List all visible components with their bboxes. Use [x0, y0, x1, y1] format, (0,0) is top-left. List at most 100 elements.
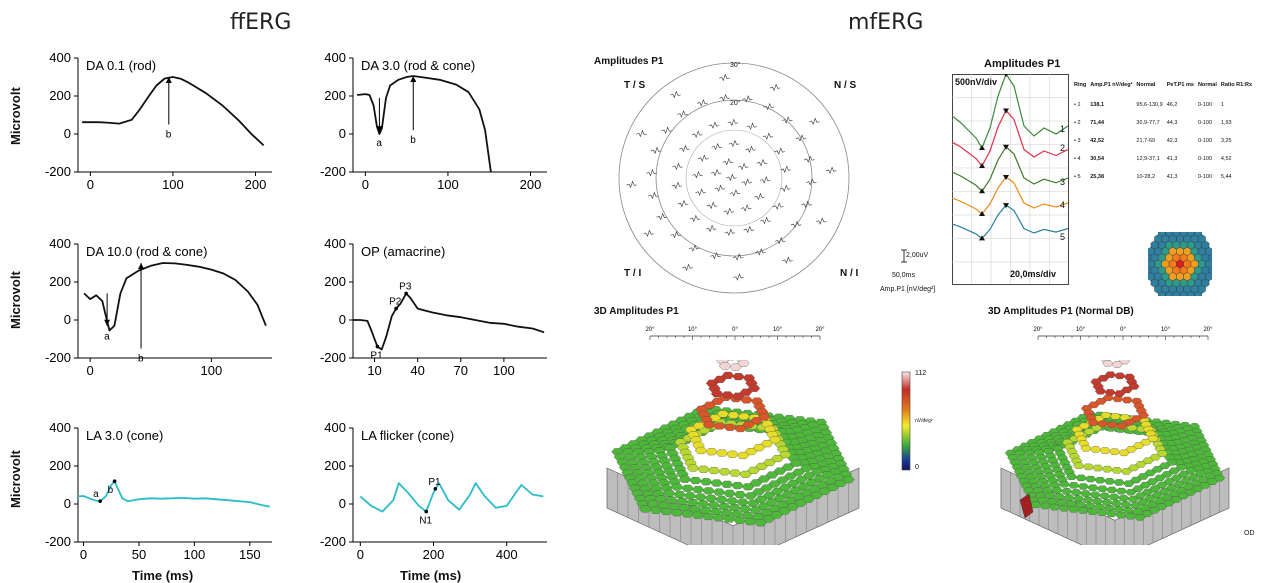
colorbar-max: 112 — [915, 370, 927, 377]
x-tick-label: 0 — [87, 177, 94, 192]
chart-title: OP (amacrine) — [361, 244, 445, 259]
surface-cell — [1080, 490, 1092, 497]
peak-marker — [375, 344, 380, 349]
surface-right — [1000, 360, 1230, 545]
ring-trace — [952, 204, 1069, 240]
traces-title: Amplitudes P1 — [984, 58, 1061, 70]
surface-cell — [1110, 500, 1122, 507]
surface-cell — [1106, 486, 1118, 494]
y-tick-label: 0 — [339, 496, 346, 511]
local-response-trace — [698, 154, 709, 162]
table-cell: • 2 — [1074, 120, 1081, 126]
y-tick-label: 400 — [49, 420, 71, 435]
table-cell: 42,52 — [1090, 138, 1104, 144]
local-response-trace — [781, 116, 793, 124]
y-tick-label: 0 — [339, 126, 346, 141]
x-tick-label: 100 — [437, 177, 459, 192]
x-tick-label: 40 — [410, 363, 424, 378]
surface-cell — [726, 450, 739, 458]
local-response-trace — [763, 102, 775, 111]
chart-title: DA 10.0 (rod & cone) — [86, 244, 207, 259]
surface-cell — [1104, 389, 1116, 396]
local-response-trace — [726, 173, 737, 182]
local-response-trace — [745, 145, 756, 153]
local-response-trace — [708, 121, 720, 129]
x-tick-label: 100 — [162, 177, 184, 192]
surface-cell — [1068, 482, 1080, 489]
peak-marker — [404, 291, 408, 296]
local-response-trace — [643, 229, 654, 238]
table-cell: • 3 — [1074, 138, 1081, 144]
surface-cell — [1070, 489, 1082, 496]
y-tick-label: 200 — [324, 88, 346, 103]
peak-label: P1 — [370, 351, 383, 362]
x-tick-label: 0 — [87, 363, 94, 378]
x-tick-label: 100 — [493, 363, 515, 378]
x-tick-label: 70 — [454, 363, 468, 378]
th-amp: Amp.P1 nV/deg² — [1090, 82, 1133, 88]
local-response-trace — [754, 192, 765, 201]
chart-svg: 400 200 0 -200 10 40 70 100 OP (amacrine) P1 P2 P3 — [320, 236, 547, 378]
traces-scale-y: 500nV/div — [955, 77, 998, 87]
local-response-trace — [774, 236, 786, 245]
annotation-arrowhead — [376, 126, 383, 133]
surface-cell — [707, 466, 721, 475]
ruler-label: 10° — [773, 327, 783, 333]
p1-marker — [1003, 203, 1009, 209]
surface-cell — [1077, 483, 1089, 490]
series-line — [83, 262, 267, 332]
table-cell: 0-100 — [1197, 156, 1213, 162]
chart-la-flicker: 400 200 0 -200 0 200 400 LA flicker (cone) P1 N1 — [305, 420, 555, 562]
surface-cell — [1127, 496, 1139, 503]
surface-cell — [1113, 479, 1125, 486]
surface-cell — [699, 478, 713, 486]
x-axis-label-left: Time (ms) — [132, 568, 194, 583]
surface-cell — [1129, 502, 1141, 509]
table-cell: 0-100 — [1197, 138, 1213, 144]
ruler-label: 20° — [645, 327, 655, 333]
surface-cell — [1108, 493, 1120, 501]
y-tick-label: -200 — [320, 534, 346, 549]
peak-marker — [112, 479, 117, 483]
surface-cell — [1121, 396, 1133, 404]
surface-cell — [738, 505, 752, 513]
local-response-trace — [729, 189, 741, 197]
surface-notch — [1019, 493, 1034, 519]
local-response-trace — [671, 181, 683, 190]
local-response-trace — [774, 147, 786, 155]
local-response-trace — [724, 228, 736, 237]
ruler-label: 10° — [1161, 327, 1171, 333]
chart-svg: 400 200 0 -200 0 200 400 LA flicker (cone) P1 N1 — [320, 420, 547, 562]
local-response-trace — [808, 117, 820, 126]
peak-label: a — [93, 489, 99, 500]
scale-bar-ms: 50,0ms — [892, 272, 915, 279]
surface-cell — [717, 502, 731, 510]
table-cell: • 1 — [1074, 102, 1081, 108]
annotation-label: b — [166, 130, 172, 141]
table-cell: 10-28,2 — [1136, 174, 1156, 180]
x-tick-label: 200 — [520, 177, 542, 192]
x-tick-label: 0 — [362, 177, 369, 192]
peak-label: b — [108, 485, 114, 496]
table-cell: • 4 — [1074, 156, 1081, 162]
chart-svg: 400 200 0 -200 0 100 200 DA 0.1 (rod) b — [45, 50, 272, 192]
surface-cell — [1101, 498, 1113, 506]
y-tick-label: 0 — [339, 312, 346, 327]
chart-svg: 400 200 0 -200 0 100 DA 10.0 (rod & cone) a b — [45, 236, 272, 378]
table-cell: 25,38 — [1090, 174, 1104, 180]
mferg-title: mfERG — [848, 10, 924, 35]
surface-cell — [732, 373, 745, 381]
table-cell: 0-100 — [1197, 120, 1213, 126]
local-response-trace — [646, 168, 657, 177]
surface-cell — [704, 494, 718, 502]
surface-cell — [1096, 485, 1108, 493]
surface-cell — [751, 513, 765, 521]
y-tick-label: 200 — [49, 274, 71, 289]
quadrant-ts: T / S — [624, 80, 646, 91]
annotation-label: a — [376, 138, 382, 149]
local-response-trace — [710, 168, 722, 177]
table-row: • 2 71,44 30,9-77,7 44,3 0-100 1,93 — [1072, 114, 1254, 132]
local-response-trace — [743, 225, 755, 234]
surface-cell — [736, 498, 749, 506]
series-line — [357, 75, 492, 173]
